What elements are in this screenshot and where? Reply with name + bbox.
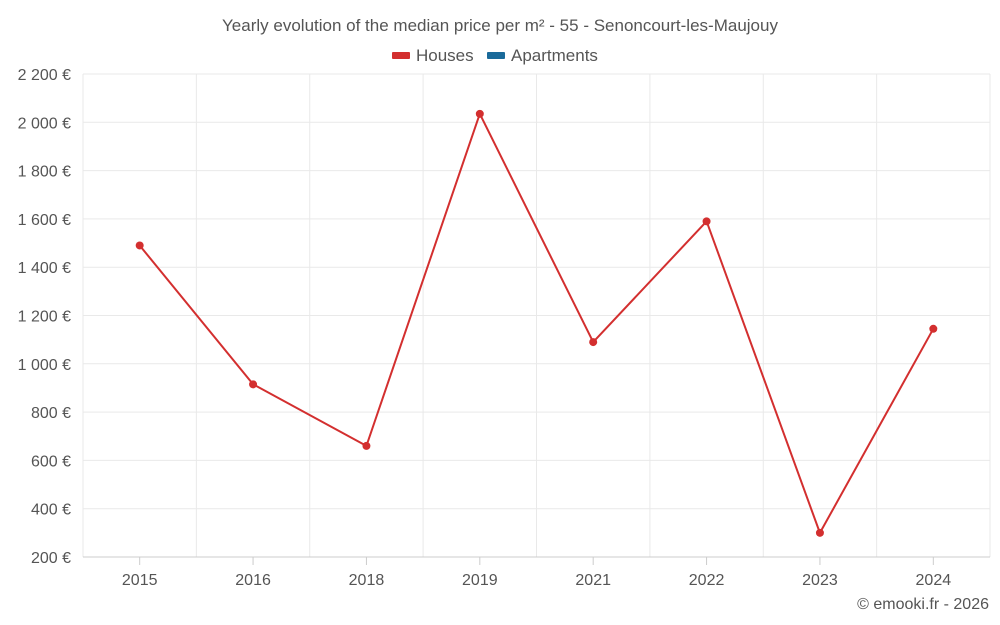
- legend-item-houses[interactable]: Houses: [392, 46, 474, 65]
- y-tick-label: 400 €: [31, 502, 71, 519]
- data-point[interactable]: [362, 441, 371, 450]
- y-axis-ticks: 200 € 400 € 600 € 800 € 1 000 € 1 200 € 1 400 …: [18, 67, 71, 567]
- data-point[interactable]: [135, 241, 144, 250]
- x-tick-label: 2018: [349, 572, 385, 589]
- y-tick-label: 1 800 €: [18, 164, 71, 181]
- legend: Houses Apartments: [392, 46, 598, 65]
- y-tick-label: 2 000 €: [18, 115, 71, 132]
- data-point[interactable]: [475, 109, 484, 118]
- data-point[interactable]: [702, 217, 711, 226]
- x-tick-label: 2023: [802, 572, 838, 589]
- data-point[interactable]: [589, 338, 598, 347]
- x-tick-label: 2019: [462, 572, 498, 589]
- y-tick-label: 800 €: [31, 405, 71, 422]
- y-tick-label: 600 €: [31, 453, 71, 470]
- y-tick-label: 1 000 €: [18, 357, 71, 374]
- chart-credit: © emooki.fr - 2026: [857, 596, 989, 613]
- y-tick-label: 1 600 €: [18, 212, 71, 229]
- x-tick-label: 2021: [575, 572, 611, 589]
- y-tick-label: 200 €: [31, 550, 71, 567]
- x-tick-label: 2024: [916, 572, 952, 589]
- series-layer: [135, 109, 938, 537]
- x-gridlines: [82, 74, 991, 557]
- data-point[interactable]: [815, 528, 824, 537]
- legend-label-houses: Houses: [416, 46, 474, 65]
- x-axis-ticks: 2015 2016 2018 2019 2021 2022 2023 2024: [122, 557, 951, 589]
- data-point[interactable]: [929, 324, 938, 333]
- x-tick-label: 2015: [122, 572, 158, 589]
- data-point[interactable]: [249, 380, 258, 389]
- y-tick-label: 1 400 €: [18, 260, 71, 277]
- legend-item-apartments[interactable]: Apartments: [487, 46, 598, 65]
- y-tick-label: 1 200 €: [18, 309, 71, 326]
- y-tick-label: 2 200 €: [18, 67, 71, 84]
- x-tick-label: 2016: [235, 572, 271, 589]
- legend-label-apartments: Apartments: [511, 46, 598, 65]
- series-line-houses: [138, 112, 935, 534]
- x-tick-label: 2022: [689, 572, 725, 589]
- legend-swatch-apartments: [487, 52, 505, 59]
- chart-title: Yearly evolution of the median price per…: [222, 16, 778, 35]
- legend-swatch-houses: [392, 52, 410, 59]
